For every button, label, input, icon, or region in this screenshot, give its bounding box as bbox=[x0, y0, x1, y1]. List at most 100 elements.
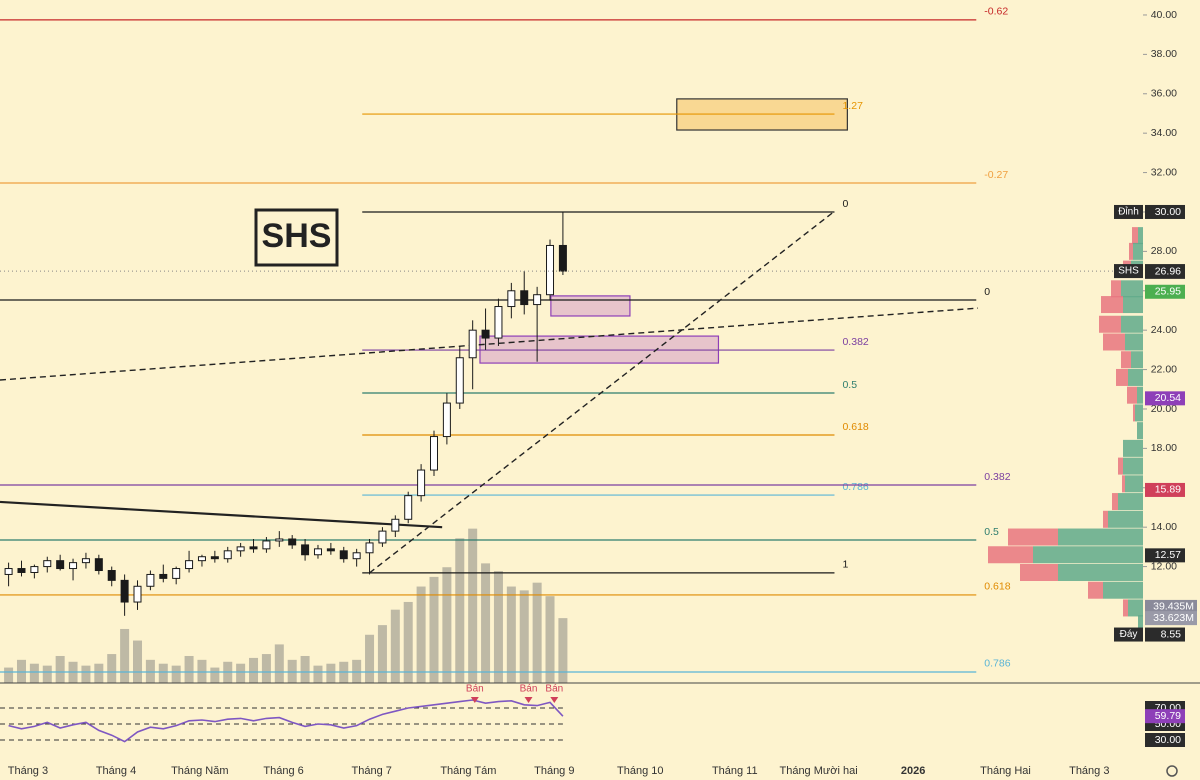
profile-up bbox=[1125, 333, 1143, 351]
price-value-label: 20.54 bbox=[1155, 392, 1181, 404]
volume-bar bbox=[274, 644, 284, 683]
volume-value-box bbox=[1145, 611, 1197, 626]
price-value-label: 12.57 bbox=[1155, 549, 1181, 561]
candle-body bbox=[533, 294, 542, 306]
rsi-tick-box bbox=[1145, 733, 1185, 747]
candle-body bbox=[4, 568, 13, 575]
candle-body bbox=[546, 244, 555, 296]
candle-body bbox=[288, 538, 297, 546]
y-tick-label: 36.00 bbox=[1151, 88, 1177, 100]
x-tick-label: Tháng Năm bbox=[171, 765, 228, 777]
profile-down bbox=[1103, 510, 1108, 528]
fib-label: 0.618 bbox=[984, 581, 1010, 593]
signal-label: Bán bbox=[545, 684, 563, 695]
x-tick-label: Tháng Mười hai bbox=[779, 765, 857, 777]
y-tick-label: 32.00 bbox=[1151, 166, 1177, 178]
volume-bar bbox=[377, 625, 387, 683]
profile-up bbox=[1125, 475, 1143, 493]
volume-bar bbox=[4, 667, 14, 683]
profile-down bbox=[1020, 563, 1058, 581]
x-tick-label: Tháng Tám bbox=[440, 765, 496, 777]
profile-up bbox=[1033, 546, 1143, 564]
volume-value-label: 39.435M bbox=[1153, 601, 1194, 613]
price-value-box bbox=[1145, 264, 1185, 279]
fib-label: -0.62 bbox=[984, 6, 1008, 18]
y-tick-label: 14.00 bbox=[1151, 521, 1177, 533]
volume-bar bbox=[184, 655, 194, 683]
volume-bar bbox=[326, 663, 336, 683]
volume-value-label: 33.623M bbox=[1153, 612, 1194, 624]
volume-bar bbox=[416, 586, 426, 683]
candle-body bbox=[275, 538, 284, 542]
profile-up bbox=[1121, 315, 1143, 333]
candle-body bbox=[558, 244, 567, 272]
trendline bbox=[369, 211, 835, 574]
price-value-box bbox=[1145, 627, 1185, 642]
profile-down bbox=[1101, 296, 1123, 314]
price-value-label: 25.95 bbox=[1155, 286, 1181, 298]
volume-bar bbox=[171, 665, 181, 683]
y-tick-label: 12.00 bbox=[1151, 560, 1177, 572]
volume-bar bbox=[236, 663, 246, 683]
volume-bar bbox=[29, 663, 39, 683]
rsi-value-label: 59.79 bbox=[1155, 710, 1181, 722]
x-tick-label: Tháng 7 bbox=[352, 765, 392, 777]
price-name-label: Đỉnh bbox=[1118, 206, 1139, 218]
profile-up bbox=[1128, 599, 1143, 617]
volume-bar bbox=[455, 538, 465, 683]
candle-body bbox=[172, 568, 181, 579]
price-value-label: 8.55 bbox=[1161, 628, 1182, 640]
price-name-label: SHS bbox=[1118, 266, 1139, 277]
candle-body bbox=[223, 550, 232, 560]
profile-up bbox=[1137, 422, 1143, 440]
candle-body bbox=[210, 556, 219, 560]
volume-bar bbox=[390, 609, 400, 683]
fib-label: 0 bbox=[842, 198, 848, 210]
price-value-label: 26.96 bbox=[1155, 266, 1181, 278]
settings-icon[interactable] bbox=[1166, 765, 1178, 777]
profile-down bbox=[1129, 242, 1133, 260]
profile-up bbox=[1131, 351, 1143, 369]
profile-up bbox=[1135, 404, 1143, 422]
candle-body bbox=[185, 560, 194, 570]
volume-bar bbox=[55, 655, 65, 683]
profile-down bbox=[1103, 333, 1125, 351]
symbol: SHS bbox=[262, 217, 332, 255]
volume-bar bbox=[442, 567, 452, 683]
candle-body bbox=[236, 546, 245, 552]
price-value-box bbox=[1145, 391, 1185, 406]
volume-bar bbox=[532, 582, 542, 683]
profile-up bbox=[1128, 368, 1143, 386]
x-tick-label: 2026 bbox=[901, 765, 925, 777]
candle-body bbox=[313, 548, 322, 556]
price-value-label: 30.00 bbox=[1155, 206, 1181, 218]
volume-bar bbox=[403, 601, 413, 683]
candle-body bbox=[262, 540, 271, 550]
x-tick-label: Tháng 10 bbox=[617, 765, 663, 777]
x-tick-label: Tháng 3 bbox=[8, 765, 48, 777]
profile-up bbox=[1138, 615, 1143, 633]
volume-bar bbox=[107, 654, 117, 683]
profile-down bbox=[1132, 227, 1138, 245]
price-value-box bbox=[1145, 548, 1185, 563]
trendline bbox=[0, 500, 443, 529]
volume-bar bbox=[313, 665, 323, 683]
profile-up bbox=[1123, 296, 1143, 314]
y-tick-label: 40.00 bbox=[1151, 9, 1177, 21]
price-name-box bbox=[1114, 264, 1143, 279]
y-tick-label: 20.00 bbox=[1151, 403, 1177, 415]
fib-label: 0 bbox=[984, 286, 990, 298]
profile-down bbox=[1111, 280, 1121, 298]
fib-label: 0.5 bbox=[842, 379, 857, 391]
volume-bar bbox=[300, 655, 310, 683]
y-tick-label: 34.00 bbox=[1151, 127, 1177, 139]
rsi-tick-label: 30.00 bbox=[1155, 734, 1181, 746]
candle-body bbox=[365, 542, 374, 554]
signal-label: Bán bbox=[466, 684, 484, 695]
volume-bar bbox=[519, 590, 529, 683]
profile-up bbox=[1123, 457, 1143, 475]
profile-up bbox=[1121, 280, 1143, 298]
candle-body bbox=[249, 546, 258, 550]
candle-body bbox=[481, 329, 490, 339]
